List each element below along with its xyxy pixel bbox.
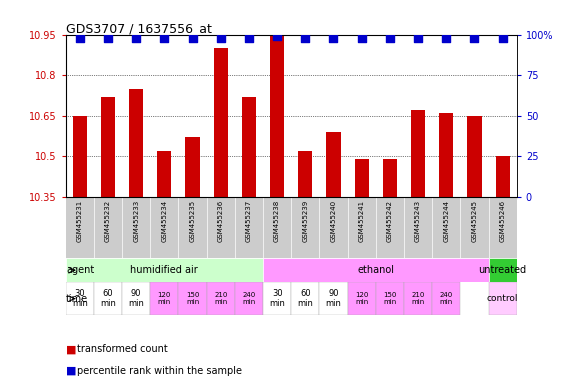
- Text: GSM455238: GSM455238: [274, 200, 280, 242]
- Bar: [150, 282, 178, 315]
- Text: 60
min: 60 min: [297, 289, 313, 308]
- Bar: [404, 282, 432, 315]
- Text: 150
min: 150 min: [186, 292, 199, 305]
- Text: GSM455231: GSM455231: [77, 200, 83, 242]
- Bar: [270, 35, 284, 197]
- Bar: [178, 282, 207, 315]
- Text: ethanol: ethanol: [357, 265, 395, 275]
- Text: GSM455241: GSM455241: [359, 200, 365, 242]
- Text: 90
min: 90 min: [128, 289, 144, 308]
- Bar: [327, 132, 340, 197]
- Bar: [489, 258, 517, 282]
- Text: 90
min: 90 min: [325, 289, 341, 308]
- Text: 120
min: 120 min: [158, 292, 171, 305]
- Point: [385, 35, 395, 41]
- Bar: [383, 159, 397, 197]
- Text: ■: ■: [66, 344, 76, 354]
- Text: GSM455244: GSM455244: [443, 200, 449, 242]
- Text: 240
min: 240 min: [242, 292, 256, 305]
- Point: [216, 35, 226, 41]
- Point: [329, 35, 338, 41]
- Text: humidified air: humidified air: [130, 265, 198, 275]
- Bar: [66, 282, 94, 315]
- Text: 120
min: 120 min: [355, 292, 368, 305]
- Text: 30
min: 30 min: [269, 289, 285, 308]
- Bar: [263, 282, 291, 315]
- Bar: [122, 282, 150, 315]
- Point: [272, 33, 282, 39]
- Text: 210
min: 210 min: [411, 292, 425, 305]
- Point: [357, 35, 366, 41]
- Point: [160, 35, 169, 41]
- Bar: [242, 97, 256, 197]
- Text: GSM455240: GSM455240: [331, 200, 336, 242]
- Bar: [73, 116, 87, 197]
- Bar: [291, 282, 319, 315]
- Point: [301, 35, 310, 41]
- Bar: [432, 282, 460, 315]
- Text: untreated: untreated: [478, 265, 526, 275]
- Bar: [66, 258, 263, 282]
- Text: 60
min: 60 min: [100, 289, 116, 308]
- Point: [470, 35, 479, 41]
- Bar: [489, 282, 517, 315]
- Text: GSM455236: GSM455236: [218, 200, 224, 242]
- Text: GSM455232: GSM455232: [105, 200, 111, 242]
- Text: GSM455234: GSM455234: [162, 200, 167, 242]
- Bar: [411, 110, 425, 197]
- Text: 240
min: 240 min: [440, 292, 453, 305]
- Text: time: time: [66, 294, 89, 304]
- Bar: [355, 159, 369, 197]
- Text: control: control: [487, 294, 518, 303]
- Text: GSM455245: GSM455245: [472, 200, 477, 242]
- Bar: [348, 282, 376, 315]
- Text: agent: agent: [66, 265, 94, 275]
- Text: GSM455237: GSM455237: [246, 200, 252, 242]
- Bar: [101, 97, 115, 197]
- Point: [413, 35, 423, 41]
- Bar: [94, 282, 122, 315]
- Bar: [298, 151, 312, 197]
- Text: GSM455239: GSM455239: [302, 200, 308, 242]
- Text: GSM455235: GSM455235: [190, 200, 195, 242]
- Point: [131, 35, 140, 41]
- Bar: [468, 116, 481, 197]
- Text: GDS3707 / 1637556_at: GDS3707 / 1637556_at: [66, 22, 211, 35]
- Text: ■: ■: [66, 366, 76, 376]
- Text: 150
min: 150 min: [383, 292, 397, 305]
- Text: GSM455233: GSM455233: [133, 200, 139, 242]
- Bar: [496, 156, 510, 197]
- Bar: [129, 89, 143, 197]
- Bar: [319, 282, 348, 315]
- Bar: [186, 137, 200, 197]
- Text: GSM455246: GSM455246: [500, 200, 506, 242]
- Text: GSM455243: GSM455243: [415, 200, 421, 242]
- Bar: [439, 113, 453, 197]
- Text: 210
min: 210 min: [214, 292, 227, 305]
- Bar: [235, 282, 263, 315]
- Bar: [263, 258, 489, 282]
- Point: [244, 35, 254, 41]
- Bar: [157, 151, 171, 197]
- Bar: [214, 48, 228, 197]
- Point: [442, 35, 451, 41]
- Bar: [207, 282, 235, 315]
- Point: [103, 35, 112, 41]
- Point: [188, 35, 197, 41]
- Point: [75, 35, 85, 41]
- Text: GSM455242: GSM455242: [387, 200, 393, 242]
- Text: percentile rank within the sample: percentile rank within the sample: [77, 366, 242, 376]
- Bar: [376, 282, 404, 315]
- Text: transformed count: transformed count: [77, 344, 168, 354]
- Point: [498, 35, 507, 41]
- Text: 30
min: 30 min: [72, 289, 88, 308]
